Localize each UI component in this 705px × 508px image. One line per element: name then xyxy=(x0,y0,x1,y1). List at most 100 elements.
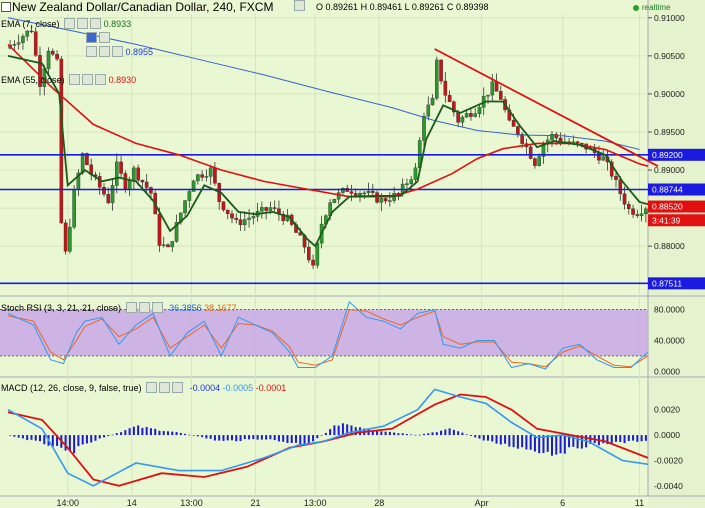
macd-histogram-bar xyxy=(316,435,319,439)
candle-body xyxy=(447,95,452,102)
candle-body xyxy=(298,232,303,236)
time-tick-label: 11 xyxy=(635,498,644,508)
candle-body xyxy=(204,176,209,178)
macd-histogram-bar xyxy=(213,435,216,441)
macd-histogram-bar xyxy=(120,432,123,436)
macd-histogram-bar xyxy=(512,435,515,448)
macd-histogram-bar xyxy=(9,435,12,436)
ema55-legend: EMA (55, close) 0.8930 xyxy=(1,74,136,87)
candle-body xyxy=(639,213,644,216)
macd-histogram-bar xyxy=(508,435,511,447)
time-tick-label: 14 xyxy=(127,498,137,508)
macd-histogram-bar xyxy=(64,435,67,451)
candle-body xyxy=(383,198,388,202)
candle-body xyxy=(191,180,196,192)
ema7-line xyxy=(7,55,649,248)
time-tick-label: 21 xyxy=(250,498,260,508)
macd-histogram-bar xyxy=(188,434,191,436)
symbol-buttons[interactable] xyxy=(292,0,305,14)
macd-histogram-bar xyxy=(286,435,289,444)
candle-body xyxy=(362,192,367,195)
candle-body xyxy=(213,167,217,184)
macd-histogram-bar xyxy=(482,435,485,441)
candle-body xyxy=(114,161,119,186)
candle-body xyxy=(183,200,187,214)
candle-body xyxy=(119,161,123,174)
candle-body xyxy=(631,208,635,215)
macd-histogram-bar xyxy=(525,435,528,450)
macd-histogram-bar xyxy=(576,435,579,449)
level-price-label: 0.87511 xyxy=(652,278,682,288)
level-price-tag xyxy=(648,183,705,196)
legend-buttons[interactable] xyxy=(67,74,107,87)
candle-body xyxy=(499,91,503,100)
macd-histogram-bar xyxy=(260,435,263,440)
candle-body xyxy=(200,174,204,178)
legend-buttons[interactable] xyxy=(62,18,102,31)
macd-tick-label: -0.0020 xyxy=(654,455,683,465)
macd-histogram-bar xyxy=(380,431,383,436)
candle-body xyxy=(127,180,132,190)
candle-body xyxy=(157,213,162,246)
macd-histogram-bar xyxy=(465,434,468,436)
macd-histogram-bar xyxy=(606,435,609,445)
macd-histogram-bar xyxy=(435,432,438,436)
macd-histogram-bar xyxy=(521,435,524,448)
level-price-label: 0.88744 xyxy=(652,185,683,195)
candle-body xyxy=(307,246,311,261)
candle-body xyxy=(242,219,247,226)
legend-buttons[interactable] xyxy=(84,46,123,59)
candle-body xyxy=(426,104,431,117)
macd-histogram-bar xyxy=(410,434,413,436)
price-axis-background xyxy=(648,0,705,508)
macd-histogram-bar xyxy=(248,435,251,440)
macd-histogram-bar xyxy=(34,435,37,441)
candle-body xyxy=(106,194,111,204)
candle-body xyxy=(452,101,456,113)
candle-body xyxy=(12,44,17,46)
moving-average-line xyxy=(7,17,640,150)
candle-body xyxy=(358,193,362,196)
macd-histogram-bar xyxy=(384,431,387,436)
candle-body xyxy=(187,191,192,201)
legend-buttons[interactable] xyxy=(84,32,110,45)
macd-histogram-bar xyxy=(115,433,118,436)
collapse-icon[interactable] xyxy=(1,2,11,12)
stoch-legend: Stoch RSI (3, 3, 21, 21, close) 36.3856 … xyxy=(1,302,237,315)
stoch-d-line xyxy=(7,309,649,368)
candle-body xyxy=(144,181,149,188)
candle-body xyxy=(332,198,337,203)
legend-buttons[interactable] xyxy=(124,302,163,315)
time-tick-label: Apr xyxy=(475,498,489,508)
candle-body xyxy=(627,204,631,209)
macd-histogram-bar xyxy=(196,435,199,437)
price-tick-label: 0.89500 xyxy=(654,127,685,137)
macd-histogram-bar xyxy=(397,433,400,436)
macd-histogram-bar xyxy=(239,435,242,441)
macd-histogram-bar xyxy=(346,424,349,436)
candle-body xyxy=(575,141,580,144)
candle-body xyxy=(490,81,495,96)
macd-histogram-bar xyxy=(487,435,489,441)
macd-histogram-bar xyxy=(452,429,455,436)
stoch-tick-label: 80.0000 xyxy=(654,305,685,315)
candle-body xyxy=(85,153,89,165)
macd-histogram-bar xyxy=(192,435,195,436)
macd-histogram-bar xyxy=(162,431,165,436)
macd-histogram-bar xyxy=(388,431,391,436)
settings-icon[interactable] xyxy=(294,0,305,11)
macd-line xyxy=(7,388,649,487)
macd-signal-line xyxy=(7,393,649,487)
macd-tick-label: -0.0040 xyxy=(654,481,683,491)
macd-histogram-bar xyxy=(640,435,643,442)
macd-histogram-bar xyxy=(26,435,29,441)
macd-histogram-bar xyxy=(371,430,374,436)
candle-body xyxy=(149,187,153,194)
candle-body xyxy=(409,179,414,184)
macd-histogram xyxy=(9,423,647,456)
macd-histogram-bar xyxy=(312,435,315,442)
legend-buttons[interactable] xyxy=(144,382,184,395)
candle-body xyxy=(580,143,584,145)
candle-body xyxy=(196,174,200,182)
macd-histogram-bar xyxy=(43,435,46,445)
